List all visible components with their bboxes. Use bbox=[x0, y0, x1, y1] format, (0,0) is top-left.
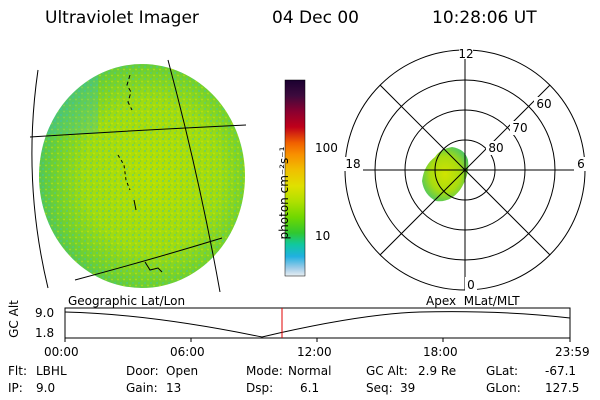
lat-label-70: 70 bbox=[512, 121, 527, 135]
altitude-curve bbox=[64, 311, 571, 338]
polar-plot: 12 18 6 0 60 70 80 bbox=[341, 47, 588, 292]
mlt-label-6: 6 bbox=[577, 157, 585, 171]
aurora-blob bbox=[422, 147, 469, 202]
gain-value: 13 bbox=[166, 381, 182, 395]
gain-label: Gain: bbox=[126, 381, 158, 395]
altitude-timeline bbox=[64, 307, 571, 342]
apex-caption: Apex MLat/MLT bbox=[426, 294, 520, 308]
seq-value: 39 bbox=[400, 381, 416, 395]
timeline-y-tick-min: 1.8 bbox=[35, 326, 55, 340]
coastline bbox=[144, 261, 163, 273]
lat-label-80: 80 bbox=[488, 141, 503, 155]
gc-alt-value: 2.9 Re bbox=[418, 364, 457, 378]
colorbar-tick-10: 10 bbox=[315, 229, 331, 243]
seq-label: Seq: bbox=[366, 381, 393, 395]
mlt-label-0: 0 bbox=[467, 278, 475, 292]
mlt-label-18: 18 bbox=[345, 157, 360, 171]
filter-value: LBHL bbox=[36, 364, 67, 378]
lon-line bbox=[167, 59, 221, 292]
timeline-y-axis-label: GC Alt bbox=[7, 300, 21, 338]
lat-line bbox=[29, 124, 247, 138]
lat-line bbox=[74, 237, 223, 281]
timeline-x-tick-2359: 23:59 bbox=[555, 345, 590, 359]
glat-label: GLat: bbox=[486, 364, 519, 378]
timeline-x-tick-0600: 06:00 bbox=[170, 345, 205, 359]
colorbar-unit-label: photon cm⁻²s⁻¹ bbox=[277, 146, 291, 240]
ip-label: IP: bbox=[8, 381, 23, 395]
colorbar-tick-100: 100 bbox=[315, 141, 338, 155]
ip-value: 9.0 bbox=[36, 381, 56, 395]
glon-label: GLon: bbox=[486, 381, 521, 395]
door-label: Door: bbox=[126, 364, 159, 378]
instrument-title: Ultraviolet Imager bbox=[45, 8, 199, 28]
coastline bbox=[126, 74, 133, 111]
timeline-x-tick-1800: 18:00 bbox=[423, 345, 458, 359]
dsp-value: 6.1 bbox=[300, 381, 320, 395]
glat-value: -67.1 bbox=[545, 364, 577, 378]
colorbar bbox=[284, 79, 306, 277]
mode-label: Mode: bbox=[246, 364, 283, 378]
coastline bbox=[133, 199, 137, 211]
dsp-label: Dsp: bbox=[246, 381, 274, 395]
filter-label: Flt: bbox=[8, 364, 27, 378]
timeline-y-tick-max: 9.0 bbox=[35, 306, 55, 320]
mode-value: Normal bbox=[288, 364, 332, 378]
mlt-label-12: 12 bbox=[458, 47, 473, 61]
geographic-image bbox=[29, 59, 247, 292]
date-label: 04 Dec 00 bbox=[272, 8, 359, 28]
lon-line bbox=[31, 69, 49, 289]
glon-value: 127.5 bbox=[545, 381, 580, 395]
timeline-x-tick-1200: 12:00 bbox=[297, 345, 332, 359]
lat-label-60: 60 bbox=[536, 97, 551, 111]
timeline-x-tick-0000: 00:00 bbox=[44, 345, 79, 359]
geographic-caption: Geographic Lat/Lon bbox=[68, 294, 186, 308]
door-value: Open bbox=[166, 364, 199, 378]
time-label: 10:28:06 UT bbox=[432, 8, 537, 28]
coastline bbox=[117, 154, 131, 191]
gc-alt-label: GC Alt: bbox=[366, 364, 408, 378]
